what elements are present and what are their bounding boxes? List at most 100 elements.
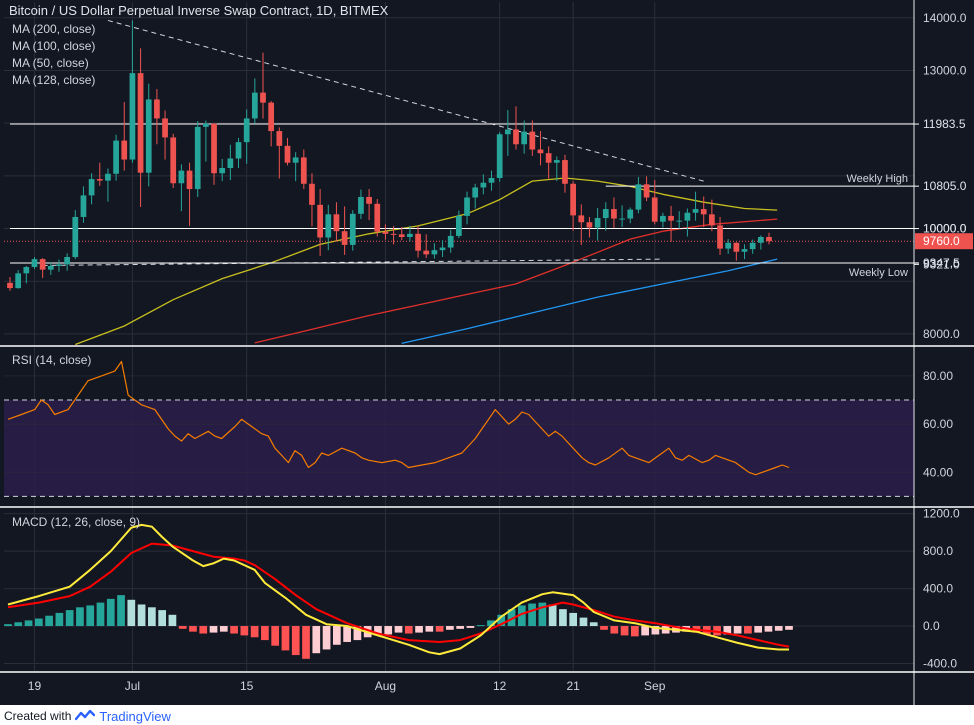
price-tick-label: 13000.0 [923,63,967,77]
candle-body [415,233,421,251]
tradingview-brand[interactable]: TradingView [99,708,171,724]
macd-histogram-bar [435,626,444,632]
macd-histogram-bar [86,605,95,627]
candle [513,106,519,150]
macd-histogram-bar [620,626,629,636]
rsi-label[interactable]: RSI (14, close) [12,353,92,367]
candle-body [407,233,413,237]
indicator-label-ma200[interactable]: MA (200, close) [12,22,96,36]
macd-signal-line [7,542,790,648]
macd-histogram-bar [281,626,290,651]
candle [292,152,299,182]
macd-histogram-bar [394,626,403,633]
candle-body [219,167,226,174]
chart-canvas[interactable]: Weekly High Weekly Low 8000.0 10000.0 13000… [0,0,974,705]
macd-label[interactable]: MACD (12, 26, close, 9) [12,515,141,529]
candle-body [537,149,544,154]
rsi-panel [4,360,914,497]
chart-container[interactable]: Weekly High Weekly Low 8000.0 10000.0 13000… [0,0,974,705]
candle-body [611,209,617,219]
candle-body [423,250,430,255]
candle-body [284,145,291,163]
macd-histogram-bar [764,626,773,632]
macd-histogram-bar [733,626,742,634]
macd-histogram-bar [610,626,619,634]
candle-body [178,170,185,184]
macd-histogram-bar [785,626,793,630]
candle [447,229,454,253]
candle-body [676,220,683,222]
candle [700,196,707,227]
candle-body [570,183,576,216]
macd-histogram-bar [384,626,393,635]
candle [586,216,593,238]
macd-histogram-bar [456,626,465,629]
candle [545,146,552,179]
price-tick-label: 14000.0 [923,11,967,25]
axes: 8000.0 10000.0 13000.0 14000.0 11983.5 10805.… [0,0,974,705]
ma200-line [401,258,778,345]
candle [333,202,340,242]
candle-body [251,92,258,119]
macd-histogram-bar [507,609,516,627]
macd-histogram-bar [178,626,187,629]
candle-body [154,99,160,119]
candle-body [757,236,764,243]
tradingview-logo-icon [75,709,96,721]
candle-body [31,259,38,268]
candle [611,197,617,229]
candle [709,199,715,232]
candle [64,253,70,271]
candle-body [488,177,495,183]
indicator-label-ma100[interactable]: MA (100, close) [12,39,96,53]
macd-histogram-bar [14,622,23,627]
candle [390,225,397,245]
level-label: 9347.5 [923,256,960,270]
macd-histogram-bar [189,626,197,632]
candle-body [496,134,503,178]
candle [178,164,185,212]
candle [349,210,356,251]
candle [733,242,740,261]
candle-body [194,126,201,190]
candle [260,52,266,119]
level-label: 10000.0 [923,222,967,236]
candle [203,120,209,162]
macd-histogram-bar [548,604,557,627]
macd-histogram-bar [353,626,362,641]
macd-histogram-bar [744,626,752,634]
candle [211,123,217,185]
candle [537,131,544,166]
candle-body [627,209,634,219]
candle [129,20,136,163]
candle-body [358,196,364,214]
candle [219,159,226,182]
candle-body [23,267,30,274]
macd-histogram-bar [517,605,526,627]
candle-body [137,73,144,173]
trendline [107,19,704,182]
candle-body [529,131,536,150]
candle-body [456,215,462,236]
indicator-label-ma128[interactable]: MA (128, close) [12,73,96,87]
candle [692,191,699,221]
candle-body [162,118,168,138]
macd-histogram-bar [322,626,331,650]
candle [717,216,723,255]
candle-body [39,259,46,270]
macd-panel [4,513,914,665]
time-tick-label: Sep [644,679,666,693]
candle [456,210,462,239]
candle [284,137,291,166]
candle [521,120,528,154]
level-label: 9321.0 [923,257,960,271]
candle-body [211,123,217,174]
macd-histogram-bar [219,626,228,632]
macd-histogram-bar [168,614,177,627]
macd-histogram-bar [250,626,259,638]
time-tick-label: 12 [493,679,507,693]
candle [619,205,625,227]
macd-histogram-bar [199,626,208,634]
indicator-label-ma50[interactable]: MA (50, close) [12,56,89,70]
macd-histogram-bar [723,626,732,635]
